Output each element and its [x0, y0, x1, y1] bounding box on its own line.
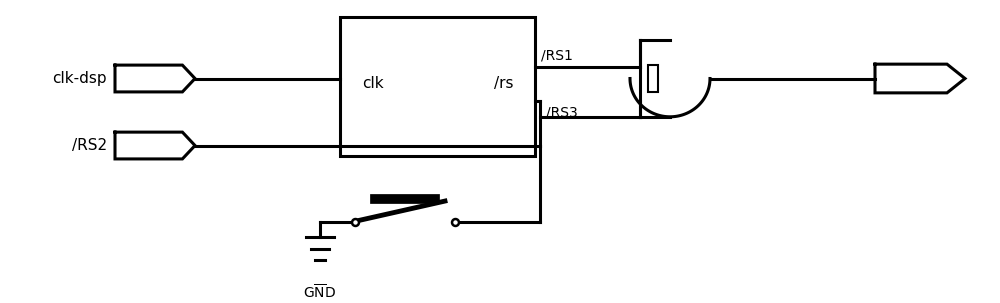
Text: /rs: /rs [494, 76, 513, 92]
Bar [648, 65, 658, 92]
Text: clk-dsp: clk-dsp [52, 71, 107, 86]
Text: clk: clk [362, 76, 384, 92]
Bar [340, 17, 535, 156]
Text: /RS1: /RS1 [541, 48, 573, 62]
Text: /RS3: /RS3 [546, 105, 578, 119]
Text: /RS2: /RS2 [72, 138, 107, 153]
Text: G$\overline{\mathrm{N}}$D: G$\overline{\mathrm{N}}$D [303, 283, 337, 302]
